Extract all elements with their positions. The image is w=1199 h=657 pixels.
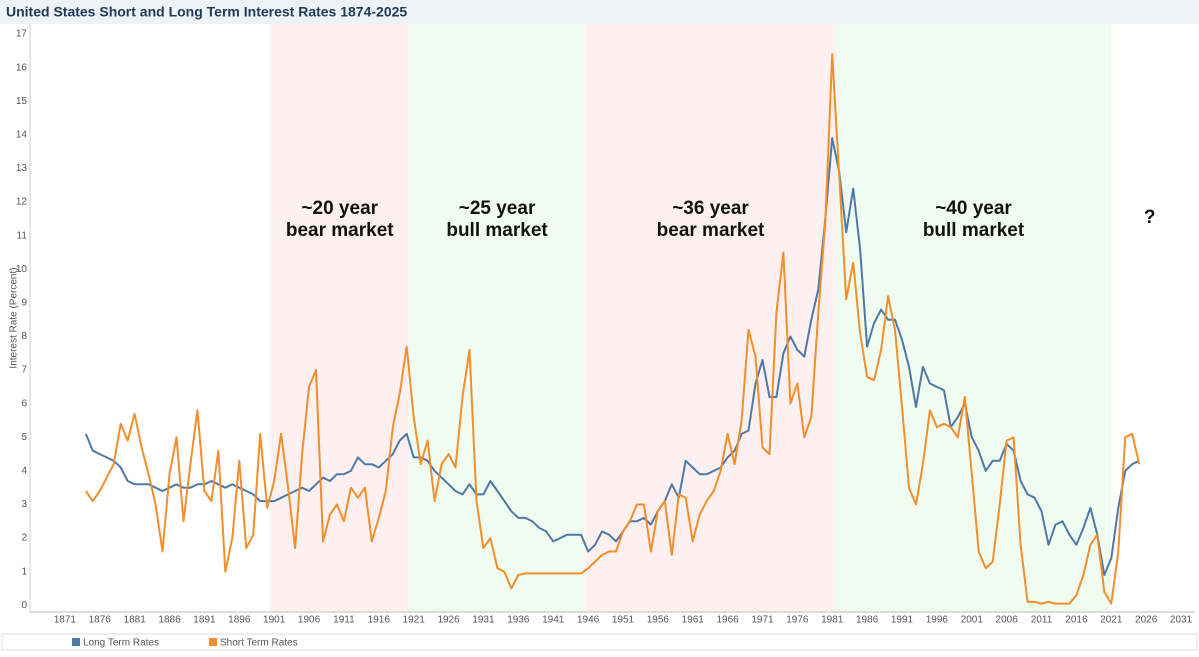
x-tick-label: 2016 [1065, 615, 1088, 626]
x-tick-label: 1981 [821, 615, 844, 626]
series-line [84, 53, 1141, 605]
y-tick-label: 3 [21, 499, 27, 510]
y-tick-label: 5 [21, 432, 27, 443]
region [270, 24, 409, 612]
x-tick-label: 1951 [612, 615, 635, 626]
y-tick-label: 0 [21, 600, 27, 611]
y-tick-label: 4 [21, 466, 27, 477]
x-tick-label: 1911 [333, 615, 355, 626]
title-bar [0, 0, 1199, 24]
y-tick-label: 7 [21, 365, 27, 376]
x-tick-label: 1876 [89, 615, 112, 626]
x-tick-label: 1946 [577, 615, 600, 626]
y-tick-label: 12 [16, 197, 28, 208]
chart-title: United States Short and Long Term Intere… [6, 4, 407, 20]
region-label: bull market [923, 220, 1025, 241]
region-label: ~36 year [672, 198, 749, 219]
region-label: bear market [286, 220, 394, 241]
x-tick-label: 1986 [856, 615, 879, 626]
x-tick-label: 1871 [54, 615, 77, 626]
x-tick-label: 1941 [542, 615, 565, 626]
x-tick-label: 1931 [472, 615, 495, 626]
legend-swatch [72, 638, 80, 646]
legend-label: Short Term Rates [220, 638, 298, 649]
region [585, 24, 836, 612]
y-tick-label: 15 [16, 96, 28, 107]
region [408, 24, 586, 612]
y-tick-label: 6 [21, 398, 27, 409]
x-tick-label: 1991 [891, 615, 914, 626]
y-axis-label: Interest Rate (Percent) [9, 267, 20, 368]
x-tick-label: 1881 [124, 615, 147, 626]
x-tick-label: 1891 [193, 615, 216, 626]
y-tick-label: 2 [21, 533, 27, 544]
y-tick-label: 17 [16, 29, 28, 40]
x-tick-label: 1901 [263, 615, 286, 626]
x-tick-label: 2006 [996, 615, 1019, 626]
x-tick-label: 1916 [368, 615, 391, 626]
x-tick-label: 1956 [647, 615, 670, 626]
region-label: ~20 year [301, 198, 378, 219]
region-label: bull market [446, 220, 548, 241]
x-tick-label: 1966 [716, 615, 739, 626]
y-tick-label: 9 [21, 298, 27, 309]
x-tick-label: 1961 [682, 615, 705, 626]
x-tick-label: 1886 [158, 615, 181, 626]
y-tick-label: 1 [21, 566, 27, 577]
region [835, 24, 1112, 612]
y-tick-label: 10 [16, 264, 28, 275]
x-tick-label: 2011 [1031, 615, 1053, 626]
y-tick-label: 8 [21, 331, 27, 342]
legend-label: Long Term Rates [83, 638, 159, 649]
x-tick-label: 1971 [751, 615, 774, 626]
x-tick-label: 1936 [507, 615, 530, 626]
y-tick-label: 16 [16, 62, 28, 73]
y-tick-label: 13 [16, 163, 28, 174]
x-tick-label: 1906 [298, 615, 321, 626]
annotation: ? [1144, 207, 1156, 228]
x-tick-label: 1921 [403, 615, 426, 626]
x-tick-label: 2021 [1100, 615, 1123, 626]
y-tick-label: 11 [17, 230, 28, 241]
region-label: ~25 year [459, 198, 536, 219]
x-tick-label: 2026 [1135, 615, 1158, 626]
x-tick-label: 1896 [228, 615, 251, 626]
legend [1, 633, 1198, 651]
region-label: ~40 year [935, 198, 1012, 219]
x-tick-label: 2031 [1170, 615, 1193, 626]
legend-swatch [208, 638, 217, 646]
x-tick-label: 1926 [437, 615, 460, 626]
x-tick-label: 2001 [961, 615, 984, 626]
y-tick-label: 14 [16, 130, 28, 141]
x-tick-label: 1976 [786, 615, 809, 626]
x-tick-label: 1996 [926, 615, 949, 626]
region-label: bear market [657, 220, 765, 241]
